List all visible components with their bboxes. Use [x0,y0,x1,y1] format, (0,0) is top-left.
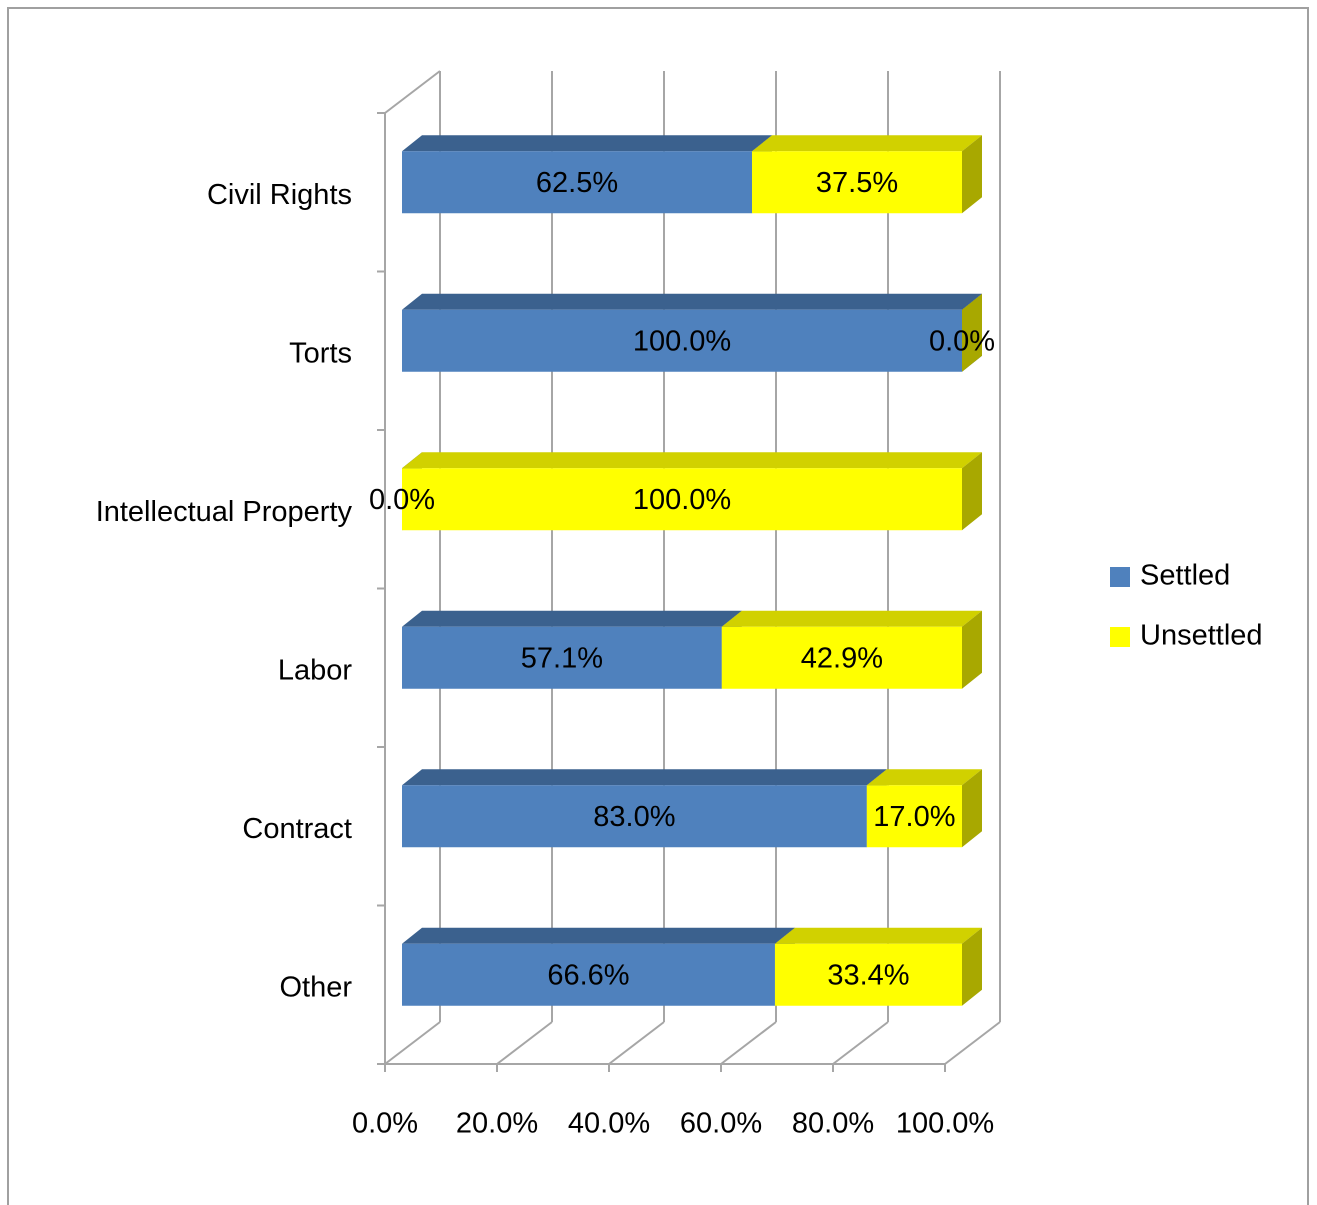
legend-swatch [1110,627,1130,647]
bar-top [752,135,982,152]
x-tick-label: 80.0% [792,1108,874,1140]
value-label: 42.9% [801,642,883,674]
grid-line-floor [384,1021,441,1065]
bar [721,626,962,689]
bar-side [962,610,982,689]
bar [402,785,867,848]
x-tick-label: 60.0% [680,1108,762,1140]
value-label: 83.0% [593,801,675,833]
bar-top [402,927,795,944]
bar-top [866,769,982,786]
x-tick-label: 100.0% [896,1108,994,1140]
y-tick-label: Other [279,971,352,1003]
value-label: 57.1% [521,642,603,674]
x-tick-label: 40.0% [568,1108,650,1140]
legend-swatch [1110,567,1130,587]
grid-line-floor [944,1021,1001,1065]
bar-top [402,769,887,786]
value-label: 100.0% [633,484,731,516]
bar-top [721,610,982,627]
bar-side [962,769,982,848]
grid-line-floor [608,1021,665,1065]
bar [774,943,962,1006]
grid-line-floor [496,1021,553,1065]
bar-side [962,927,982,1006]
value-label: 17.0% [873,801,955,833]
bar [402,943,775,1006]
bar [402,468,962,531]
grid-line-floor [832,1021,889,1065]
bar-top [402,135,772,152]
y-tick-label: Intellectual Property [96,496,353,528]
y-tick-label: Civil Rights [207,179,352,211]
bar-top [402,452,982,469]
value-label: 66.6% [547,959,629,991]
wall-edge [384,70,441,114]
bar-side [962,135,982,214]
bar [752,151,962,214]
bar-side [962,293,982,372]
value-label: 62.5% [536,167,618,199]
value-label: 37.5% [816,167,898,199]
bar [402,151,752,214]
y-tick-label: Torts [289,337,352,369]
value-label: 0.0% [929,325,995,357]
value-label: 100.0% [633,325,731,357]
bar [866,785,962,848]
value-label: 33.4% [827,959,909,991]
bar-side [962,452,982,531]
value-label: 0.0% [369,484,435,516]
bar [402,626,722,689]
y-tick-label: Contract [242,813,352,845]
legend-label: Settled [1140,560,1230,592]
bar-top [402,293,982,310]
bar-top [774,927,982,944]
bar [402,309,962,372]
x-tick-label: 20.0% [456,1108,538,1140]
bar-top [402,610,742,627]
grid-line-floor [720,1021,777,1065]
y-tick-label: Labor [278,654,353,686]
x-tick-label: 0.0% [352,1108,418,1140]
legend-label: Unsettled [1140,620,1263,652]
